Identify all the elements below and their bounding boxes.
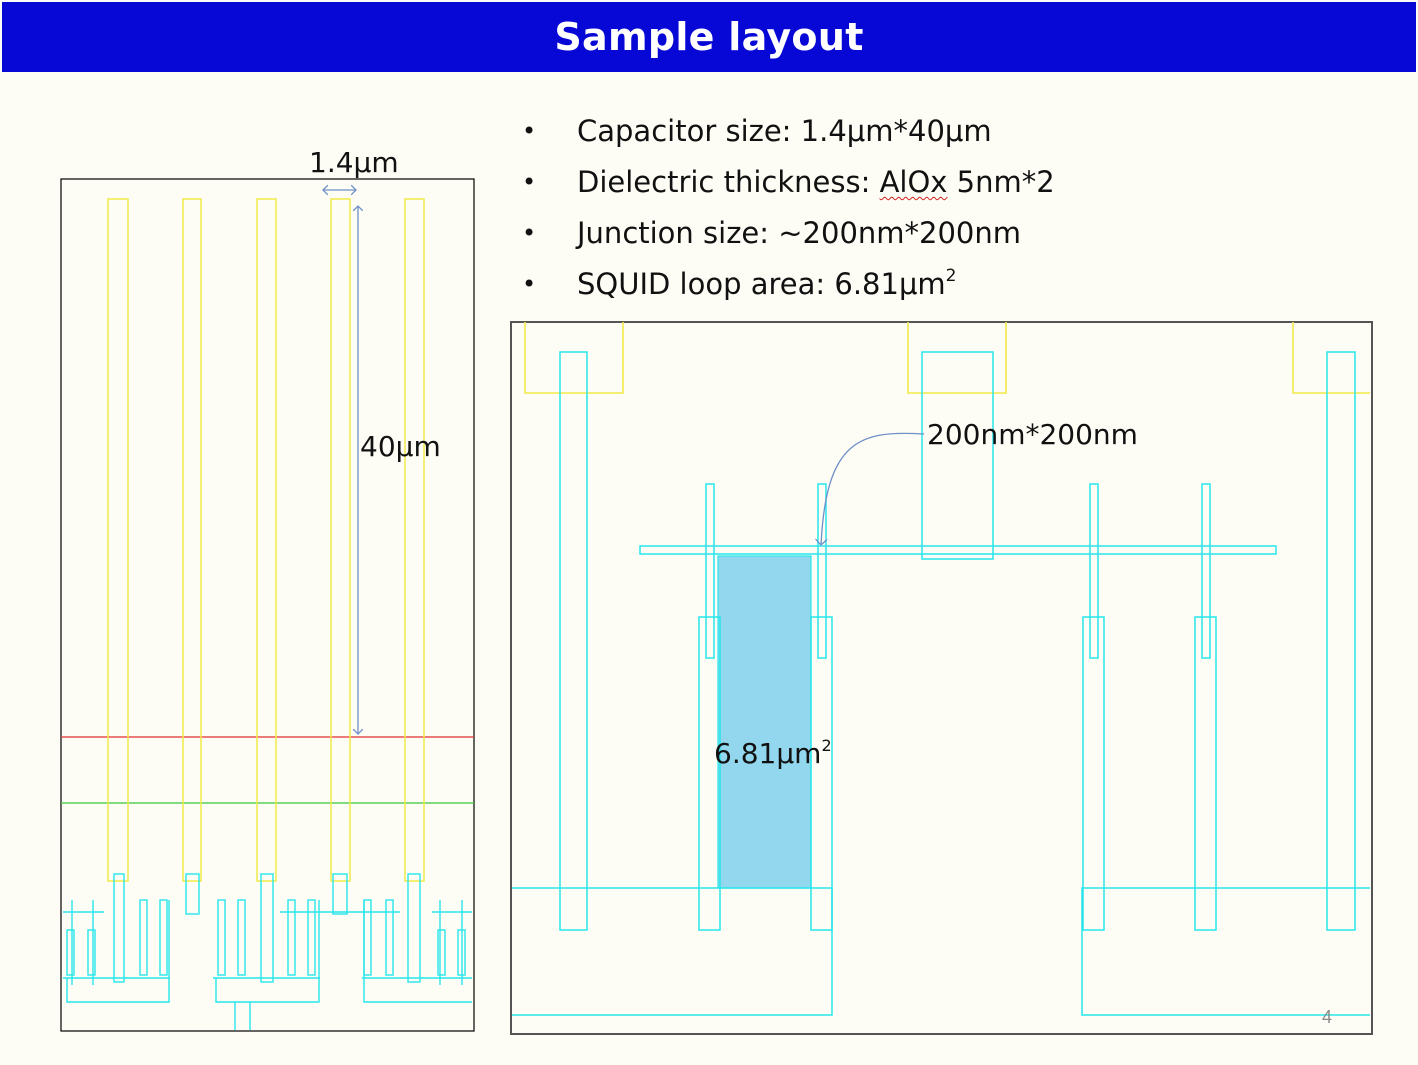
capacitor-layout-frame xyxy=(60,178,475,1032)
capacitor-fingers xyxy=(107,198,425,882)
squid-layout-diagram: 200nm*200nm 6.81μm2 4 xyxy=(510,321,1373,1035)
bullet-dot-icon: • xyxy=(522,117,537,145)
squid-loop-area-fill xyxy=(717,555,812,889)
bullet-dot-icon: • xyxy=(522,219,537,247)
title-bar: Sample layout xyxy=(2,2,1416,72)
bullet-dielectric-thickness: • Dielectric thickness: AlOx 5nm*2 xyxy=(520,157,1055,208)
squid-layout-frame xyxy=(510,321,1373,1035)
page-number: 4 xyxy=(1322,1007,1332,1027)
capacitor-finger xyxy=(182,198,202,882)
bullet-text: SQUID loop area: 6.81μm xyxy=(577,267,946,301)
capacitor-finger xyxy=(256,198,277,882)
bullet-squid-loop-area: • SQUID loop area: 6.81μm2 xyxy=(520,259,1055,310)
height-dimension-label: 40μm xyxy=(360,430,441,463)
bullet-text-suffix: 5nm*2 xyxy=(947,165,1055,199)
bullet-text: Capacitor size: 1.4μm*40μm xyxy=(577,114,992,148)
loop-area-superscript: 2 xyxy=(821,736,831,755)
bullet-junction-size: • Junction size: ~200nm*200nm xyxy=(520,208,1055,259)
bullet-text-prefix: Dielectric thickness: xyxy=(577,165,880,199)
slide-title: Sample layout xyxy=(554,15,864,59)
junction-pointer-arrow xyxy=(821,432,925,545)
capacitor-layout-diagram: 1.4μm 40μm xyxy=(60,146,475,1032)
spellcheck-marked-word: AlOx xyxy=(879,165,948,199)
bullet-list: • Capacitor size: 1.4μm*40μm • Dielectri… xyxy=(520,106,1055,310)
capacitor-finger xyxy=(404,198,425,882)
capacitor-finger xyxy=(330,198,351,882)
squid-wiring-right xyxy=(512,351,1370,1016)
bullet-text: Junction size: ~200nm*200nm xyxy=(577,216,1022,250)
width-dimension-label: 1.4μm xyxy=(309,146,399,179)
bullet-capacitor-size: • Capacitor size: 1.4μm*40μm xyxy=(520,106,1055,157)
loop-area-value: 6.81μm xyxy=(714,737,821,770)
squid-wiring-left xyxy=(63,873,472,1030)
capacitor-pads xyxy=(524,322,1370,394)
loop-area-label: 6.81μm2 xyxy=(714,736,832,770)
bullet-dot-icon: • xyxy=(522,270,537,298)
capacitor-finger xyxy=(107,198,129,882)
bullet-superscript: 2 xyxy=(945,266,957,286)
junction-size-label: 200nm*200nm xyxy=(927,418,1138,451)
bullet-dot-icon: • xyxy=(522,168,537,196)
